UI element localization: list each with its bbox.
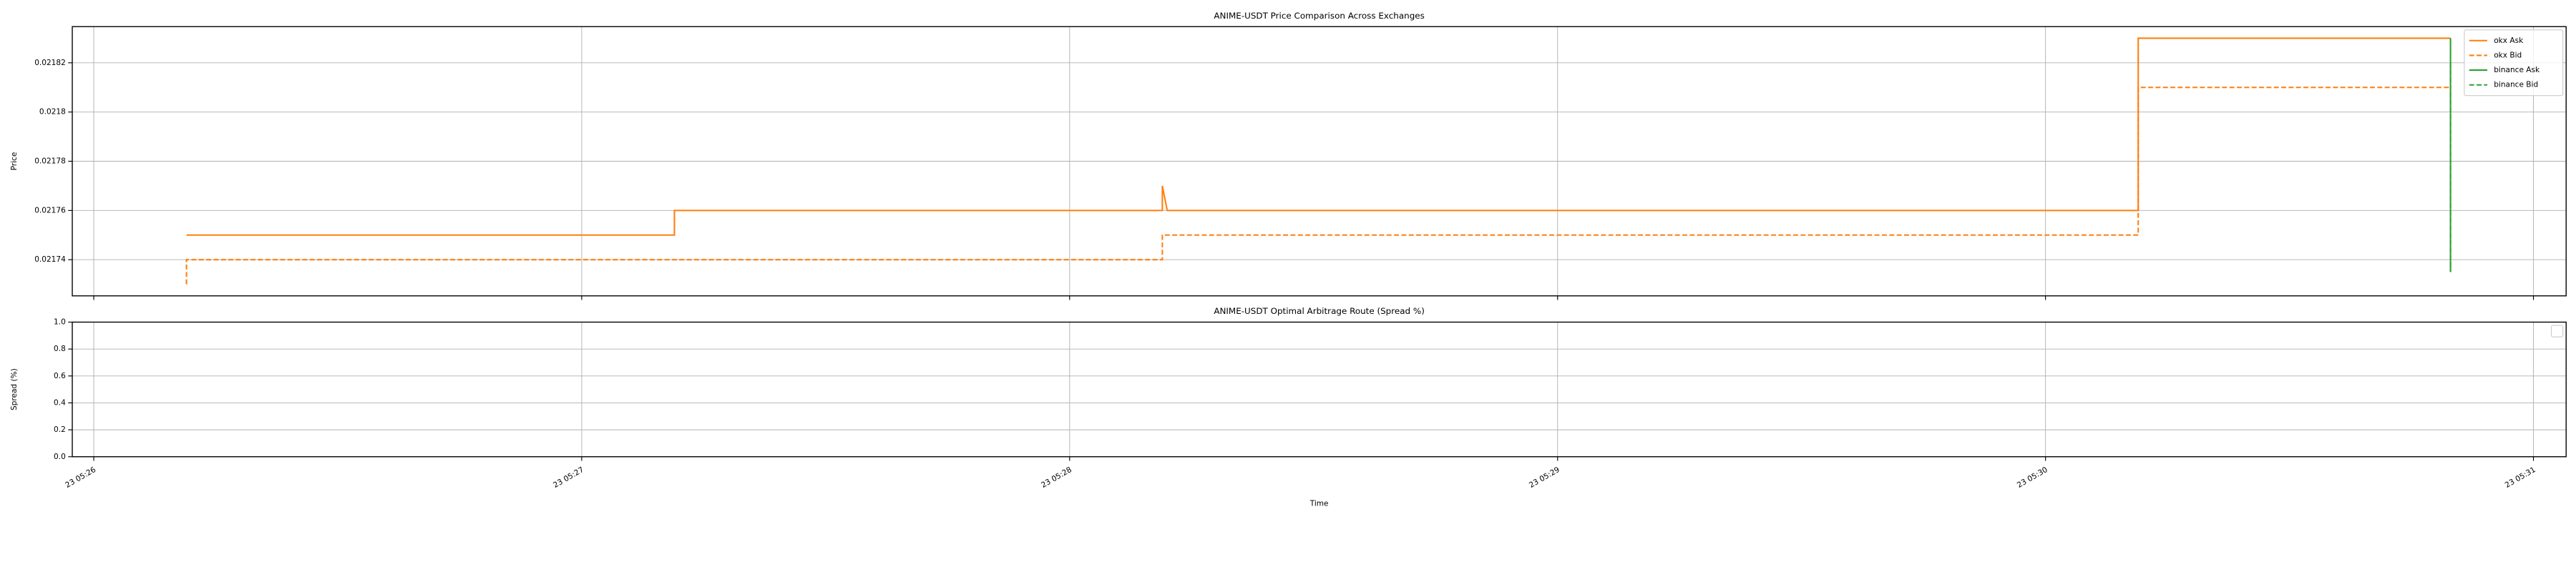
y-tick-label: 0.2: [54, 425, 66, 434]
y-tick-label: 0.02178: [34, 157, 66, 166]
legend-label: okx Bid: [2494, 51, 2522, 59]
y-tick-label: 0.02176: [34, 206, 66, 214]
y-tick-label: 0.02174: [34, 255, 66, 264]
x-tick-label: 23 05:26: [64, 465, 97, 490]
panel: ANIME-USDT Price Comparison Across Excha…: [10, 11, 2567, 300]
y-tick-label: 0.0: [54, 453, 66, 461]
y-tick-label: 0.4: [54, 398, 66, 407]
y-tick-label: 0.6: [54, 372, 66, 380]
x-tick-label: 23 05:30: [2016, 465, 2049, 490]
x-tick-label: 23 05:27: [552, 465, 585, 490]
legend-label: binance Ask: [2494, 66, 2540, 74]
x-tick-label: 23 05:28: [1040, 465, 1073, 490]
y-axis-label: Price: [10, 152, 19, 171]
y-tick-label: 1.0: [54, 318, 66, 327]
series-line: [185, 87, 2451, 285]
legend-box: [2464, 29, 2564, 97]
y-tick-label: 0.8: [54, 345, 66, 353]
y-axis-label: Spread (%): [10, 368, 19, 410]
legend-box: [2550, 325, 2564, 337]
y-tick-label: 0.02182: [34, 59, 66, 67]
series-line: [186, 37, 2451, 236]
x-tick-label: 23 05:29: [1528, 465, 1561, 490]
chart-title: ANIME-USDT Optimal Arbitrage Route (Spre…: [1214, 306, 1425, 316]
legend-label: binance Bid: [2494, 81, 2538, 89]
legend-label: okx Ask: [2494, 36, 2524, 45]
x-tick-label: 23 05:31: [2504, 465, 2537, 490]
y-tick-label: 0.0218: [39, 108, 66, 117]
chart-title: ANIME-USDT Price Comparison Across Excha…: [1214, 11, 1424, 21]
panel: ANIME-USDT Optimal Arbitrage Route (Spre…: [10, 306, 2567, 508]
plot-frame: [72, 321, 2567, 458]
x-axis-label: Time: [1309, 500, 1329, 508]
plot-frame: [72, 26, 2567, 297]
